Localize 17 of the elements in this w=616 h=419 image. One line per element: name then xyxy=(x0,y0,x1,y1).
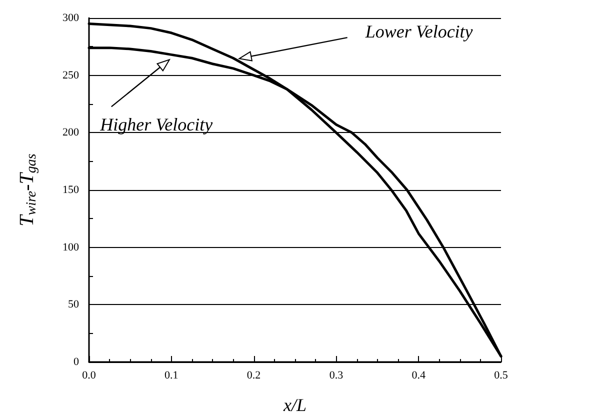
y-tick-label: 50 xyxy=(68,298,80,311)
y-tick-label: 200 xyxy=(62,126,80,139)
x-tick-label: 0.1 xyxy=(164,370,178,382)
x-tick-label: 0.3 xyxy=(329,370,344,382)
y-tick-label: 100 xyxy=(62,241,80,254)
annotation: Lower Velocity xyxy=(364,22,473,42)
annotation: Higher Velocity xyxy=(99,114,213,135)
y-tick-label: 150 xyxy=(62,184,80,196)
y-axis-title: Twire-Tgas xyxy=(16,153,40,226)
x-tick-label: 0.4 xyxy=(412,370,426,382)
y-tick-label: 300 xyxy=(62,12,80,24)
x-tick-label: 0.2 xyxy=(246,370,261,382)
x-axis-title: x/L xyxy=(282,395,307,415)
x-tick-label: 0.5 xyxy=(494,370,508,382)
y-tick-label: 250 xyxy=(62,69,80,82)
x-tick-label: 0.0 xyxy=(82,370,96,382)
y-tick-label: 0 xyxy=(74,356,80,368)
